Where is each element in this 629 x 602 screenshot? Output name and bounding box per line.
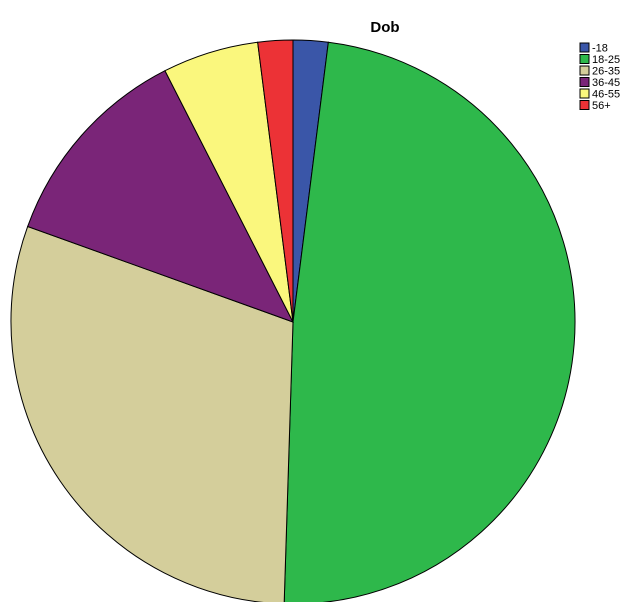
legend-swatch [579, 65, 590, 76]
pie-slice-1825 [283, 41, 576, 602]
legend-label: 36-45 [592, 77, 620, 89]
legend-swatch [579, 54, 590, 64]
legend-label: 56+ [592, 100, 611, 112]
legend-swatch [579, 77, 590, 87]
pie-slice-3645 [27, 70, 295, 323]
legend-label: 26-35 [592, 66, 620, 78]
legend-swatch [579, 88, 590, 99]
pie-slices [10, 39, 576, 602]
chart-title: Dob [370, 19, 399, 36]
legend-label: -18 [592, 43, 608, 55]
legend-label: 46-55 [592, 89, 620, 101]
legend-swatch [579, 42, 590, 53]
pie-slice-56 [257, 39, 294, 323]
legend-label: 18-25 [592, 54, 620, 66]
pie-slice-2635 [10, 225, 294, 602]
legend-swatch [579, 100, 590, 110]
